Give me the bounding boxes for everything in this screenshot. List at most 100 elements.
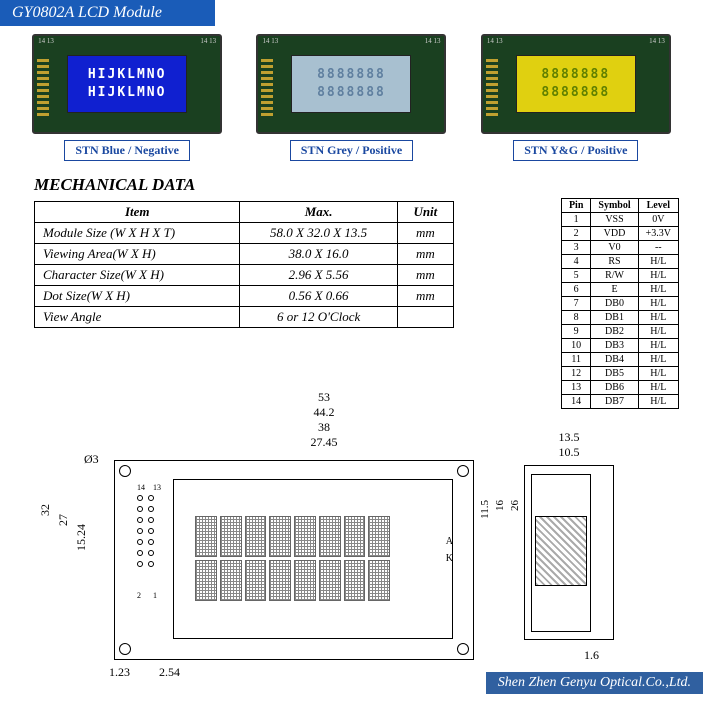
cell: DB0 xyxy=(591,297,638,311)
cell: 0.56 X 0.66 xyxy=(240,286,397,307)
table-row: 9DB2H/L xyxy=(561,325,678,339)
th-item: Item xyxy=(35,202,240,223)
table-row: 2VDD+3.3V xyxy=(561,227,678,241)
cell: RS xyxy=(591,255,638,269)
dim-value: 10.5 xyxy=(524,445,614,460)
th-pin: Pin xyxy=(561,199,590,213)
lcd-line: 8888888 xyxy=(317,67,386,82)
cell: 58.0 X 32.0 X 13.5 xyxy=(240,223,397,244)
cell: H/L xyxy=(638,269,678,283)
dim-value: 15.24 xyxy=(74,524,89,551)
dim-value: 44.2 xyxy=(144,405,504,420)
pin-num: 14 xyxy=(137,483,145,492)
mechanical-drawing: 53 44.2 38 27.45 Ø3 14 13 2 1 A K 32 xyxy=(24,390,684,680)
cell: 7 xyxy=(561,297,590,311)
pins-dots xyxy=(137,495,156,569)
table-row: 10DB3H/L xyxy=(561,339,678,353)
product-photos-row: 14 13 14 13 HIJKLMNO HIJKLMNO STN Blue / … xyxy=(0,26,703,169)
cell: 6 xyxy=(561,283,590,297)
mechanical-title: MECHANICAL DATA xyxy=(34,175,669,195)
th-symbol: Symbol xyxy=(591,199,638,213)
table-row: 5R/WH/L xyxy=(561,269,678,283)
th-level: Level xyxy=(638,199,678,213)
cell: V0 xyxy=(591,241,638,255)
cell: DB1 xyxy=(591,311,638,325)
dim-value: 2.54 xyxy=(159,665,180,680)
hole-icon xyxy=(119,643,131,655)
photo-caption: STN Blue / Negative xyxy=(64,140,190,161)
table-row: 7DB0H/L xyxy=(561,297,678,311)
cell: H/L xyxy=(638,255,678,269)
lcd-line: HIJKLMNO xyxy=(88,67,167,82)
cell: VSS xyxy=(591,213,638,227)
table-row: Module Size (W X H X T)58.0 X 32.0 X 13.… xyxy=(35,223,454,244)
table-row: 11DB4H/L xyxy=(561,353,678,367)
footer-company: Shen Zhen Genyu Optical.Co.,Ltd. xyxy=(486,672,703,694)
lcd-line: HIJKLMNO xyxy=(88,85,167,100)
table-header-row: Pin Symbol Level xyxy=(561,199,678,213)
cell: 3 xyxy=(561,241,590,255)
lcd-screen: 8888888 8888888 xyxy=(291,55,411,113)
pins-icon xyxy=(37,56,49,116)
dim-value: 32 xyxy=(38,504,53,516)
ak-label: A xyxy=(446,536,453,547)
table-row: View Angle6 or 12 O'Clock xyxy=(35,307,454,328)
character-area xyxy=(195,516,390,601)
cell: 11 xyxy=(561,353,590,367)
photo-yellow: 14 13 14 13 88888888888888 STN Y&G / Pos… xyxy=(481,34,671,161)
lcd-line: 8888888 xyxy=(541,67,610,82)
photo-grey: 14 13 14 13 88888888888888 STN Grey / Po… xyxy=(256,34,446,161)
cell: Module Size (W X H X T) xyxy=(35,223,240,244)
cell: Character Size(W X H) xyxy=(35,265,240,286)
dim-value: 26 xyxy=(509,500,521,511)
hole-icon xyxy=(457,465,469,477)
pin-table: Pin Symbol Level 1VSS0V2VDD+3.3V3V0--4RS… xyxy=(561,198,679,409)
cell: 10 xyxy=(561,339,590,353)
cell: mm xyxy=(397,244,453,265)
lcd-screen: HIJKLMNO HIJKLMNO xyxy=(67,55,187,113)
pin-num: 1 xyxy=(153,591,157,600)
table-row: Dot Size(W X H)0.56 X 0.66mm xyxy=(35,286,454,307)
dim-value: 53 xyxy=(144,390,504,405)
pins-icon xyxy=(261,56,273,116)
table-row: 3V0-- xyxy=(561,241,678,255)
cell: Dot Size(W X H) xyxy=(35,286,240,307)
cell: 2 xyxy=(561,227,590,241)
cell: 1 xyxy=(561,213,590,227)
cell: DB3 xyxy=(591,339,638,353)
cell: H/L xyxy=(638,325,678,339)
table-row: 1VSS0V xyxy=(561,213,678,227)
table-row: 8DB1H/L xyxy=(561,311,678,325)
cell: R/W xyxy=(591,269,638,283)
cell: E xyxy=(591,283,638,297)
lcd-module-blue: 14 13 14 13 HIJKLMNOHIJKLMNO xyxy=(32,34,222,134)
photo-blue: 14 13 14 13 HIJKLMNOHIJKLMNO STN Blue / … xyxy=(32,34,222,161)
cell: View Angle xyxy=(35,307,240,328)
cell: mm xyxy=(397,223,453,244)
pin-label: 14 13 xyxy=(262,37,278,45)
pin-num: 13 xyxy=(153,483,161,492)
dim-value: 16 xyxy=(494,500,506,511)
cell: 6 or 12 O'Clock xyxy=(240,307,397,328)
dim-value: 11.5 xyxy=(479,500,491,519)
cell: DB2 xyxy=(591,325,638,339)
hole-diameter: Ø3 xyxy=(84,452,99,467)
table-row: Character Size(W X H)2.96 X 5.56mm xyxy=(35,265,454,286)
cell: VDD xyxy=(591,227,638,241)
top-dimensions: 53 44.2 38 27.45 xyxy=(144,390,504,450)
dim-value: 1.6 xyxy=(584,648,599,663)
cell: 0V xyxy=(638,213,678,227)
lcd-screen: 8888888 8888888 xyxy=(516,55,636,113)
pin-label: 14 13 xyxy=(200,37,216,45)
th-max: Max. xyxy=(240,202,397,223)
hole-icon xyxy=(119,465,131,477)
cell: H/L xyxy=(638,297,678,311)
table-row: 4RSH/L xyxy=(561,255,678,269)
lcd-line: 8888888 xyxy=(541,85,610,100)
lcd-line: 8888888 xyxy=(317,85,386,100)
cell: H/L xyxy=(638,283,678,297)
cell: 12 xyxy=(561,367,590,381)
cell: 2.96 X 5.56 xyxy=(240,265,397,286)
cell: 9 xyxy=(561,325,590,339)
header-title: GY0802A LCD Module xyxy=(0,0,215,26)
